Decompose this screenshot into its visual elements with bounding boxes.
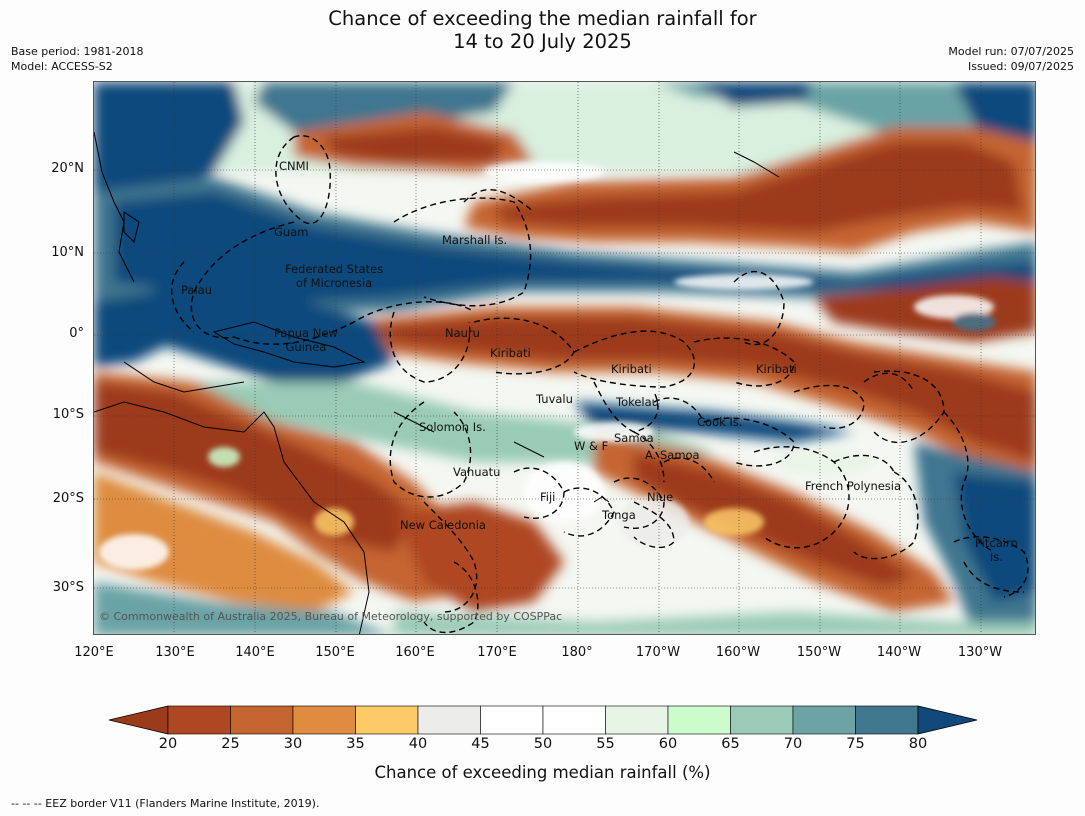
- label-asamoa: A. Samoa: [645, 448, 700, 462]
- colorbar-segment: [855, 705, 919, 735]
- colorbar-segment: [417, 705, 481, 735]
- label-fsm-line2: of Micronesia: [295, 276, 373, 290]
- label-french-polynesia: French Polynesia: [805, 479, 902, 493]
- label-pitcairn: Pitcairn Is.: [975, 536, 1018, 564]
- colorbar-segment: [355, 705, 419, 735]
- colorbar-segment: [667, 705, 731, 735]
- colorbar-tick-label: 75: [846, 736, 865, 752]
- title-line-2: 14 to 20 July 2025: [453, 30, 632, 53]
- label-pitcairn-line2: Is.: [989, 550, 1003, 564]
- label-fiji: Fiji: [540, 490, 556, 504]
- colorbar-tick-label: 65: [721, 736, 740, 752]
- label-png-line2: Guinea: [285, 340, 327, 354]
- colorbar-segment: [230, 705, 294, 735]
- colorbar-tick-label: 35: [346, 736, 365, 752]
- label-vanuatu: Vanuatu: [453, 465, 501, 479]
- lon-tick-150w: 150°W: [796, 645, 842, 660]
- lat-tick-30s: 30°S: [52, 580, 84, 595]
- label-wf: W & F: [574, 439, 609, 453]
- lon-tick-130e: 130°E: [155, 645, 195, 660]
- colorbar-tick-label: 40: [408, 736, 428, 752]
- colorbar-tick-label: 25: [221, 736, 240, 752]
- colorbar-title: Chance of exceeding median rainfall (%): [374, 763, 711, 782]
- colorbar-segment: [292, 705, 356, 735]
- label-niue: Niue: [647, 490, 674, 504]
- colorbar-arrow-high: [917, 705, 978, 735]
- colorbar-segment: [480, 705, 544, 735]
- colorbar-arrow-low: [108, 705, 169, 735]
- coastlines: [94, 131, 780, 634]
- label-png: Papua New Guinea: [274, 326, 338, 354]
- colorbar-segment: [605, 705, 669, 735]
- label-marshall: Marshall Is.: [442, 233, 508, 247]
- meta-right: Model run: 07/07/2025 Issued: 09/07/2025: [948, 44, 1074, 74]
- map-title: Chance of exceeding the median rainfall …: [0, 7, 1085, 53]
- colorbar-tick-label: 55: [596, 736, 615, 752]
- label-fsm: Federated States of Micronesia: [285, 262, 383, 290]
- label-kiribati-central: Kiribati: [611, 362, 652, 376]
- colorbar-segments: [108, 705, 978, 735]
- lat-tick-10s: 10°S: [52, 407, 84, 422]
- title-line-1: Chance of exceeding the median rainfall …: [328, 7, 757, 30]
- label-cnmi: CNMI: [279, 159, 309, 173]
- map-canvas: [94, 82, 1035, 634]
- lon-tick-130w: 130°W: [957, 645, 1003, 660]
- label-tokelau: Tokelau: [616, 395, 659, 409]
- label-kiribati-east: Kiribati: [756, 362, 797, 376]
- lat-tick-0: 0°: [69, 326, 84, 341]
- label-pitcairn-line1: Pitcairn: [975, 536, 1018, 550]
- rainfall-field: [94, 82, 1035, 634]
- colorbar-segment: [542, 705, 606, 735]
- colorbar-tick-label: 20: [158, 736, 178, 752]
- label-palau: Palau: [181, 283, 212, 297]
- lon-tick-140e: 140°E: [235, 645, 275, 660]
- label-solomon: Solomon Is.: [419, 420, 486, 434]
- lat-tick-10n: 10°N: [51, 245, 84, 260]
- eez-footnote: -- -- -- EEZ border V11 (Flanders Marine…: [11, 797, 320, 810]
- colorbar-tick-label: 45: [471, 736, 490, 752]
- colorbar: [108, 705, 978, 735]
- lon-tick-170e: 170°E: [477, 645, 517, 660]
- colorbar-tick-label: 30: [283, 736, 303, 752]
- eez-borders: [170, 135, 1029, 634]
- base-period-text: Base period: 1981-2018: [11, 45, 144, 58]
- lon-tick-170w: 170°W: [635, 645, 681, 660]
- lon-tick-160e: 160°E: [395, 645, 435, 660]
- label-new-caledonia: New Caledonia: [400, 518, 486, 532]
- label-fsm-line1: Federated States: [285, 262, 384, 276]
- lat-tick-20n: 20°N: [51, 161, 84, 176]
- colorbar-tick-label: 50: [533, 736, 553, 752]
- label-kiribati-west: Kiribati: [490, 346, 531, 360]
- colorbar-tick-label: 60: [658, 736, 678, 752]
- label-png-line1: Papua New: [274, 326, 338, 340]
- issued-text: Issued: 09/07/2025: [967, 60, 1074, 73]
- lon-tick-160w: 160°W: [715, 645, 761, 660]
- rainfall-map: [93, 81, 1036, 635]
- colorbar-segment: [792, 705, 856, 735]
- colorbar-tick-label: 80: [908, 736, 928, 752]
- lon-tick-180: 180°: [561, 645, 593, 660]
- lon-tick-140w: 140°W: [876, 645, 922, 660]
- label-tonga: Tonga: [602, 508, 636, 522]
- colorbar-tick-label: 70: [783, 736, 803, 752]
- lon-tick-150e: 150°E: [315, 645, 355, 660]
- label-tuvalu: Tuvalu: [536, 392, 573, 406]
- label-guam: Guam: [274, 225, 309, 239]
- copyright-text: © Commonwealth of Australia 2025, Bureau…: [99, 610, 563, 623]
- colorbar-segment: [730, 705, 794, 735]
- label-samoa: Samoa: [614, 431, 654, 445]
- meta-left: Base period: 1981-2018 Model: ACCESS-S2: [11, 44, 143, 74]
- lon-tick-120e: 120°E: [74, 645, 114, 660]
- map-gridlines: [94, 82, 1035, 634]
- model-text: Model: ACCESS-S2: [11, 60, 113, 73]
- label-cook: Cook Is.: [697, 415, 743, 429]
- model-run-text: Model run: 07/07/2025: [948, 45, 1074, 58]
- colorbar-segment: [167, 705, 231, 735]
- label-nauru: Nauru: [445, 326, 480, 340]
- lat-tick-20s: 20°S: [52, 491, 84, 506]
